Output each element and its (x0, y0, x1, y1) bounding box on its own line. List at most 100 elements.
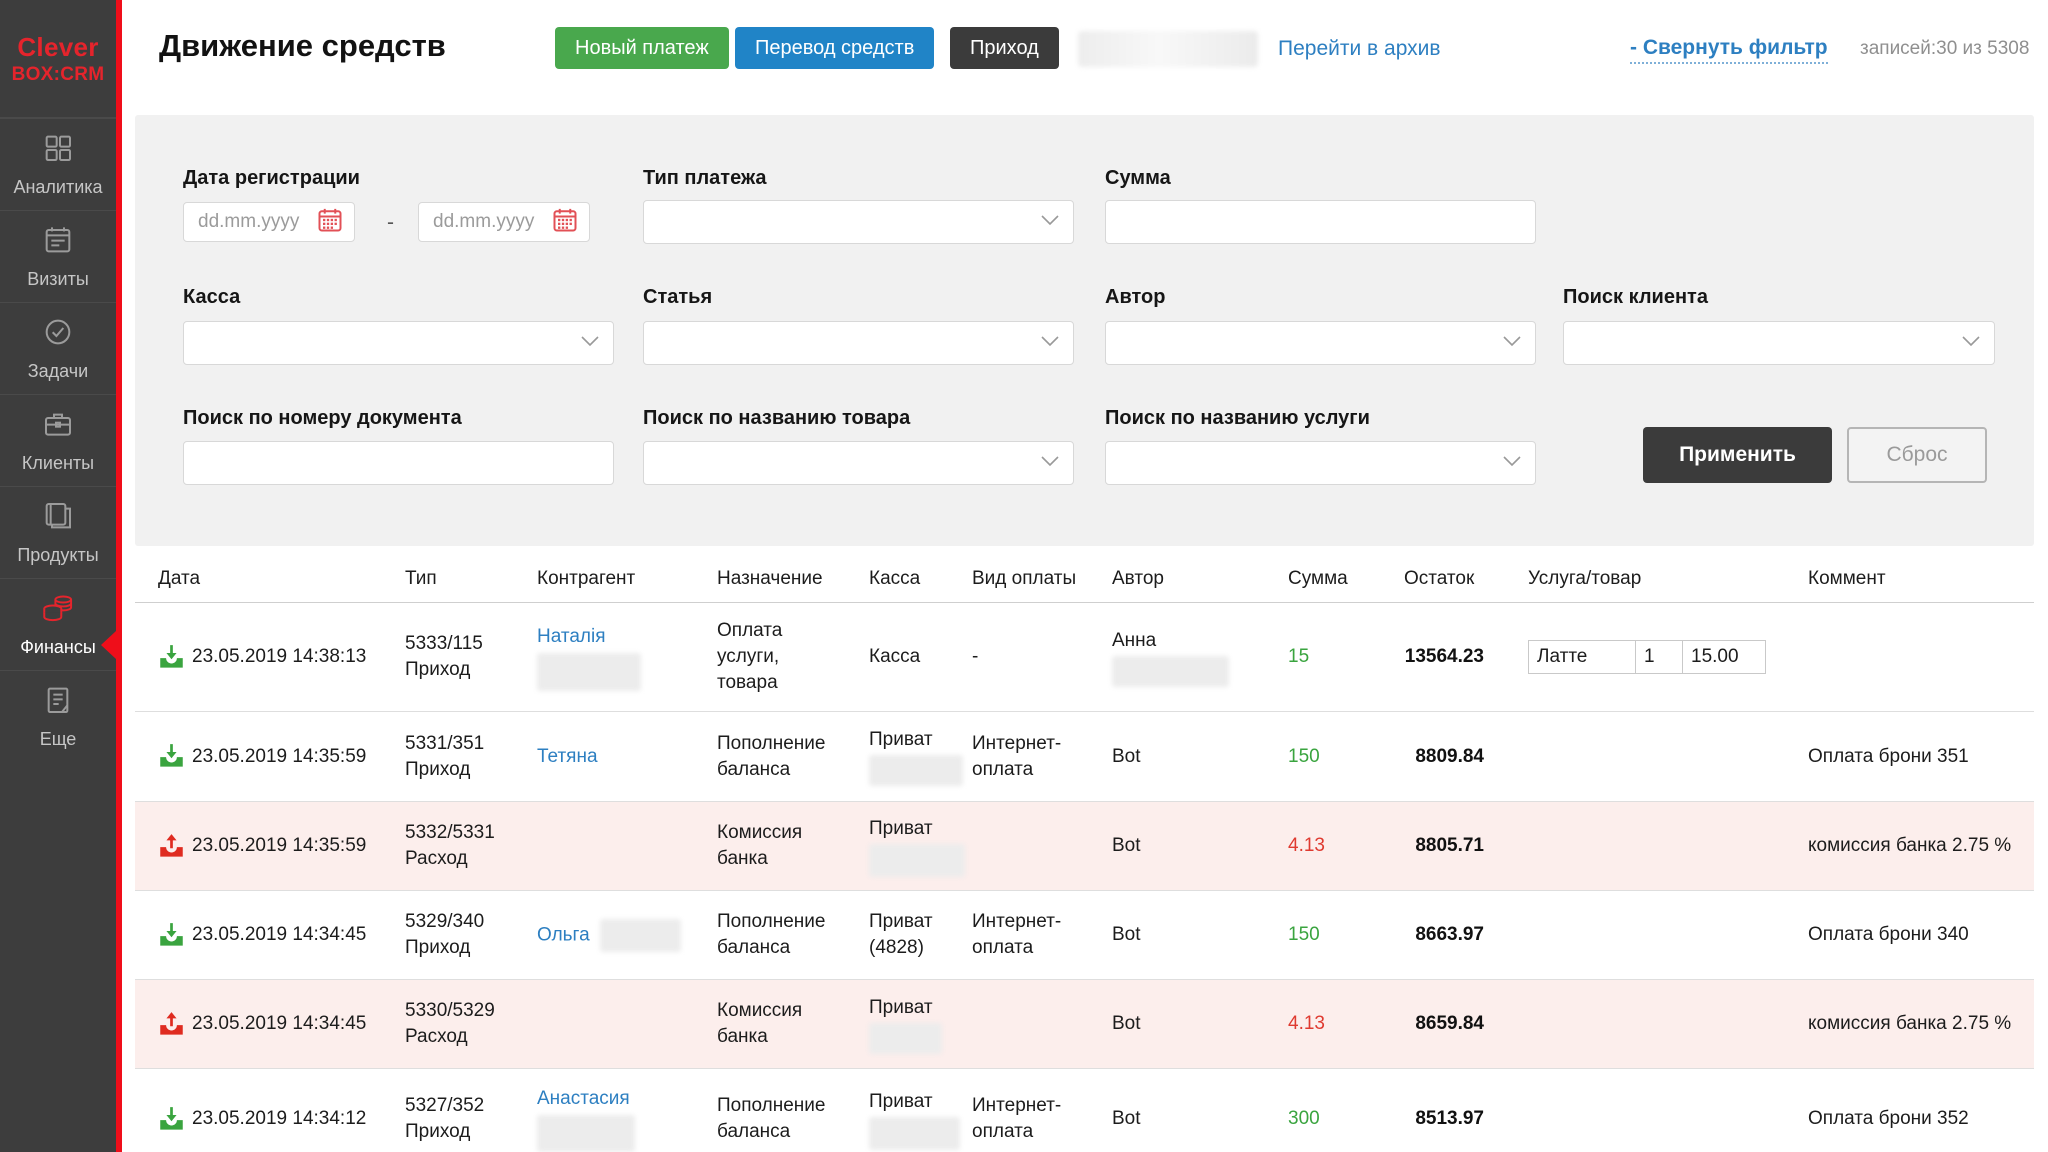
article-select[interactable] (643, 321, 1074, 365)
apply-button[interactable]: Применить (1643, 427, 1832, 483)
chevron-down-icon (581, 334, 599, 352)
sidebar-item-more[interactable]: Еще (0, 670, 116, 762)
redacted-text (599, 918, 681, 952)
chevron-down-icon (1962, 334, 1980, 352)
table-header-row: Дата Тип Контрагент Назначение Касса Вид… (135, 556, 2034, 603)
service-qty-field[interactable]: 1 (1636, 641, 1683, 673)
sidebar-item-finance[interactable]: Финансы (0, 578, 116, 670)
column-header-sum[interactable]: Сумма (1288, 568, 1348, 589)
service-search-select[interactable] (1105, 441, 1536, 485)
table-row[interactable]: 23.05.2019 14:38:13 5333/115 Приход Ната… (135, 603, 2034, 712)
product-search-select[interactable] (643, 441, 1074, 485)
balance-cell: 8809.84 (1415, 745, 1484, 767)
table-row[interactable]: 23.05.2019 14:35:59 5331/351 Приход Тетя… (135, 712, 2034, 802)
type-cell: 5330/5329 Расход (405, 1000, 495, 1047)
date-to-input[interactable] (419, 203, 551, 241)
column-header-author[interactable]: Автор (1112, 568, 1164, 589)
redacted-text (869, 755, 963, 786)
doc-number-input[interactable] (184, 442, 613, 484)
table-row[interactable]: 23.05.2019 14:35:59 5332/5331 Расход Ком… (135, 802, 2034, 891)
date-from-input[interactable] (184, 203, 316, 241)
author-cell: Bot (1112, 745, 1141, 767)
date-cell: 23.05.2019 14:38:13 (135, 644, 405, 671)
sidebar-item-clients[interactable]: Клиенты (0, 394, 116, 486)
main-content: Движение средств Новый платеж Перевод ср… (122, 0, 2048, 1152)
app-logo[interactable]: Clever BOX:CRM (0, 0, 116, 118)
table-row[interactable]: 23.05.2019 14:34:12 5327/352 Приход Анас… (135, 1069, 2034, 1152)
new-payment-button[interactable]: Новый платеж (555, 27, 729, 69)
amount-field[interactable] (1105, 200, 1536, 244)
redacted-text (537, 652, 641, 691)
payment-type-select[interactable] (643, 200, 1074, 244)
service-name-field[interactable]: Латте (1529, 641, 1636, 673)
date-cell: 23.05.2019 14:34:12 (135, 1106, 405, 1133)
client-search-select[interactable] (1563, 321, 1995, 365)
chevron-down-icon (1041, 334, 1059, 352)
cashbox-cell: Приват (869, 1089, 972, 1150)
cashbox-cell: Приват (869, 995, 972, 1054)
go-to-archive-link[interactable]: Перейти в архив (1278, 37, 1441, 60)
doc-number-search-label: Поиск по номеру документа (183, 407, 462, 429)
author-cell: Bot (1112, 835, 1141, 856)
cashbox-cell: Приват (869, 727, 972, 786)
service-price-field[interactable]: 15.00 (1691, 646, 1739, 667)
amount-input[interactable] (1106, 201, 1535, 243)
column-header-paykind[interactable]: Вид оплаты (972, 568, 1077, 589)
finance-coins-icon (41, 592, 75, 629)
income-toggle-button[interactable]: Приход (950, 27, 1059, 69)
column-header-cashbox[interactable]: Касса (869, 568, 921, 589)
redacted-text (869, 1022, 942, 1054)
collapse-filter-link[interactable]: - Свернуть фильтр (1630, 36, 1828, 64)
filter-panel: Дата регистрации - (135, 115, 2034, 546)
date-from-field[interactable] (183, 202, 355, 242)
table-row[interactable]: 23.05.2019 14:34:45 5330/5329 Расход Ком… (135, 980, 2034, 1069)
purpose-cell: Пополнение баланса (717, 911, 826, 958)
outgoing-payment-icon (158, 1011, 185, 1038)
contractor-link[interactable]: Наталія (537, 625, 606, 647)
author-cell: Bot (1112, 924, 1141, 945)
client-search-label: Поиск клиента (1563, 286, 1708, 308)
column-header-date[interactable]: Дата (158, 568, 201, 589)
service-item-box: Латте 1 15.00 (1528, 640, 1766, 674)
paykind-cell: Интернет-оплата (972, 732, 1062, 780)
redacted-text (1078, 31, 1258, 67)
redacted-text (537, 1115, 635, 1152)
author-select[interactable] (1105, 321, 1536, 365)
amount-label: Сумма (1105, 167, 1171, 189)
sidebar-item-tasks[interactable]: Задачи (0, 302, 116, 394)
payment-type-label: Тип платежа (643, 167, 767, 189)
date-cell: 23.05.2019 14:35:59 (135, 833, 405, 860)
paykind-cell: Интернет-оплата (972, 1095, 1062, 1142)
balance-cell: 8663.97 (1415, 924, 1484, 945)
column-header-balance[interactable]: Остаток (1404, 568, 1475, 589)
contractor-link[interactable]: Тетяна (537, 745, 598, 767)
calendar-icon[interactable] (316, 206, 344, 239)
incoming-payment-icon (158, 743, 185, 770)
date-cell: 23.05.2019 14:35:59 (135, 743, 405, 770)
comment-cell: Оплата брони 340 (1808, 924, 1969, 945)
contractor-link[interactable]: Анастасия (537, 1088, 630, 1109)
date-to-field[interactable] (418, 202, 590, 242)
sidebar-item-visits[interactable]: Визиты (0, 210, 116, 302)
reset-button[interactable]: Сброс (1847, 427, 1987, 483)
cashbox-select[interactable] (183, 321, 614, 365)
purpose-cell: Оплата услуги, товара (717, 620, 783, 693)
sidebar-item-products[interactable]: Продукты (0, 486, 116, 578)
table-row[interactable]: 23.05.2019 14:34:45 5329/340 Приход Ольг… (135, 891, 2034, 980)
date-cell: 23.05.2019 14:34:45 (135, 922, 405, 949)
column-header-type[interactable]: Тип (405, 568, 437, 589)
sidebar-item-label: Клиенты (21, 452, 95, 473)
column-header-comment[interactable]: Коммент (1808, 568, 1886, 589)
sum-cell: 150 (1288, 745, 1320, 767)
transfer-funds-button[interactable]: Перевод средств (735, 27, 935, 69)
column-header-contractor[interactable]: Контрагент (537, 568, 636, 589)
sidebar-item-analytics[interactable]: Аналитика (0, 118, 116, 210)
contractor-link[interactable]: Ольга (537, 924, 590, 946)
column-header-purpose[interactable]: Назначение (717, 568, 823, 589)
service-cell: Латте 1 15.00 (1528, 640, 1808, 674)
column-header-service[interactable]: Услуга/товар (1528, 568, 1642, 589)
sum-cell: 300 (1288, 1108, 1320, 1129)
calendar-icon[interactable] (551, 206, 579, 239)
doc-number-field[interactable] (183, 441, 614, 485)
contractor-cell: Тетяна (537, 744, 717, 770)
